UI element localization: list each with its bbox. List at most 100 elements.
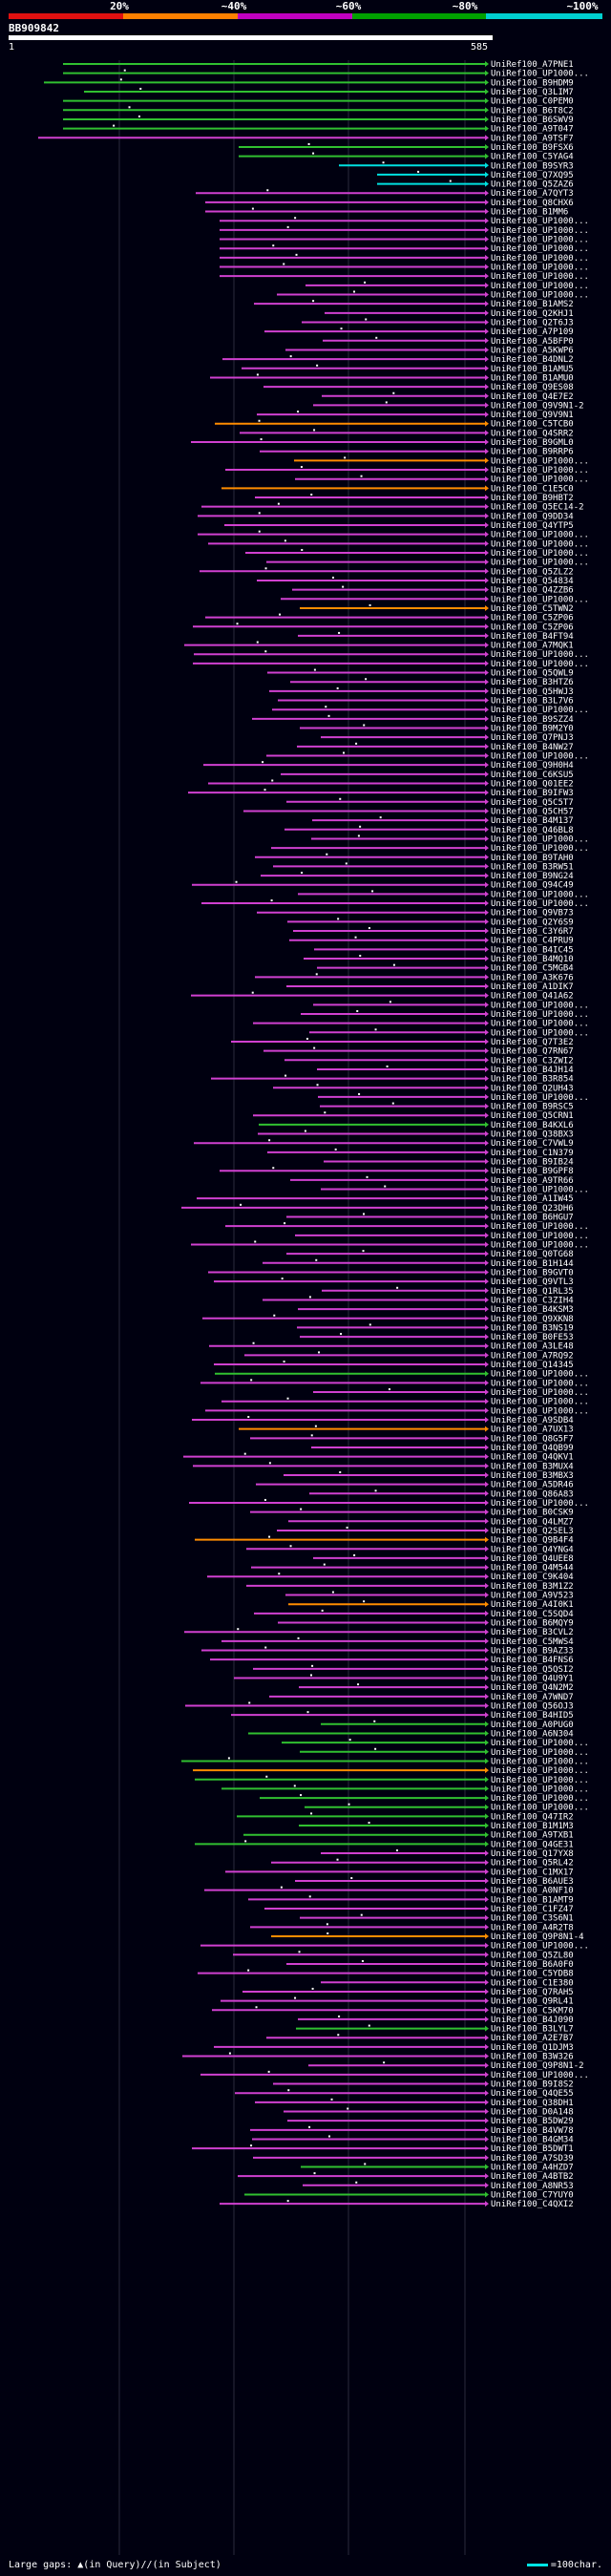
hit-row[interactable]: UniRef100_C5KM70 xyxy=(212,2006,574,2016)
hit-row[interactable]: UniRef100_C3Y6R7 xyxy=(293,927,574,937)
hit-label[interactable]: UniRef100_Q4N2M2 xyxy=(491,1683,574,1693)
hit-label[interactable]: UniRef100_A4HZD7 xyxy=(491,2163,574,2172)
hit-row[interactable]: UniRef100_B4M137 xyxy=(312,816,574,826)
hit-label[interactable]: UniRef100_Q0TG68 xyxy=(491,1250,574,1259)
hit-row[interactable]: UniRef100_Q2KHJ1 xyxy=(325,309,574,319)
hit-row[interactable]: UniRef100_B1AMS2 xyxy=(254,300,574,309)
hit-label[interactable]: UniRef100_Q01EE2 xyxy=(491,779,574,789)
hit-label[interactable]: UniRef100_A7SD39 xyxy=(491,2154,574,2164)
hit-row[interactable]: UniRef100_B3CVL2 xyxy=(184,1628,574,1637)
hit-label[interactable]: UniRef100_UP1000... xyxy=(491,1370,589,1380)
hit-row[interactable]: UniRef100_Q4U9Y1 xyxy=(234,1674,574,1684)
hit-label[interactable]: UniRef100_Q9P8N1-4 xyxy=(491,1932,584,1942)
hit-label[interactable]: UniRef100_A3K676 xyxy=(491,973,574,982)
hit-label[interactable]: UniRef100_A5BFP0 xyxy=(491,337,574,347)
hit-label[interactable]: UniRef100_Q1DJM3 xyxy=(491,2043,574,2053)
hit-row[interactable]: UniRef100_B4GM34 xyxy=(252,2135,574,2145)
hit-label[interactable]: UniRef100_Q14345 xyxy=(491,1361,574,1370)
hit-row[interactable]: UniRef100_Q5C5T7 xyxy=(286,797,574,808)
hit-row[interactable]: UniRef100_C5YAG4 xyxy=(239,152,574,162)
hit-row[interactable]: UniRef100_B9GPF8 xyxy=(220,1167,574,1176)
hit-label[interactable]: UniRef100_B1MM6 xyxy=(491,208,568,218)
hit-label[interactable]: UniRef100_A7WND7 xyxy=(491,1693,574,1702)
hit-label[interactable]: UniRef100_B4FNS6 xyxy=(491,1656,574,1665)
hit-row[interactable]: UniRef100_Q5QSI2 xyxy=(253,1664,574,1675)
hit-row[interactable]: UniRef100_Q56OJ3 xyxy=(185,1701,574,1711)
hit-label[interactable]: UniRef100_C5MWS4 xyxy=(491,1637,574,1647)
hit-label[interactable]: UniRef100_Q3LIM7 xyxy=(491,88,574,97)
hit-label[interactable]: UniRef100_B9GVT0 xyxy=(491,1268,574,1277)
hit-row[interactable]: UniRef100_B3M1Z2 xyxy=(246,1582,574,1592)
hit-label[interactable]: UniRef100_UP1000... xyxy=(491,282,589,291)
hit-label[interactable]: UniRef100_Q9DD34 xyxy=(491,512,574,521)
hit-row[interactable]: UniRef100_Q5CRN1 xyxy=(253,1111,574,1121)
hit-row[interactable]: UniRef100_B6T8C2 xyxy=(63,106,574,116)
hit-row[interactable]: UniRef100_B9IFW3 xyxy=(188,789,574,798)
hit-row[interactable]: UniRef100_Q01EE2 xyxy=(208,779,574,789)
hit-label[interactable]: UniRef100_Q9ES08 xyxy=(491,383,574,392)
hit-row[interactable]: UniRef100_A2E7B7 xyxy=(266,2034,574,2043)
hit-label[interactable]: UniRef100_B9FSX6 xyxy=(491,143,574,153)
hit-row[interactable]: UniRef100_Q7XQ95 xyxy=(377,170,574,180)
hit-label[interactable]: UniRef100_B6SWV9 xyxy=(491,116,574,125)
hit-row[interactable]: UniRef100_A6N304 xyxy=(248,1729,574,1739)
hit-label[interactable]: UniRef100_Q47IR2 xyxy=(491,1812,574,1822)
hit-row[interactable]: UniRef100_B0FE53 xyxy=(300,1333,574,1342)
hit-label[interactable]: UniRef100_B3CVL2 xyxy=(491,1628,574,1637)
hit-row[interactable]: UniRef100_B1AMU5 xyxy=(242,364,574,374)
hit-row[interactable]: UniRef100_B6HGU7 xyxy=(286,1213,574,1223)
hit-row[interactable]: UniRef100_UP1000... xyxy=(221,1397,589,1407)
hit-row[interactable]: UniRef100_UP1000... xyxy=(205,1406,589,1416)
hit-row[interactable]: UniRef100_Q9P8N1-2 xyxy=(308,2061,584,2071)
hit-label[interactable]: UniRef100_Q4YNG4 xyxy=(491,1545,574,1554)
hit-row[interactable]: UniRef100_A5KWP6 xyxy=(285,346,574,355)
hit-label[interactable]: UniRef100_C5YDB8 xyxy=(491,1970,574,1979)
hit-label[interactable]: UniRef100_C4QXI2 xyxy=(491,2200,574,2209)
hit-label[interactable]: UniRef100_UP1000... xyxy=(491,475,589,485)
hit-label[interactable]: UniRef100_UP1000... xyxy=(491,650,589,660)
hit-row[interactable]: UniRef100_A0NF10 xyxy=(204,1886,574,1896)
hit-label[interactable]: UniRef100_Q2KHJ1 xyxy=(491,309,574,319)
hit-row[interactable]: UniRef100_B4FT94 xyxy=(298,631,574,642)
hit-label[interactable]: UniRef100_Q9V9N1 xyxy=(491,411,574,420)
hit-label[interactable]: UniRef100_B6MQY9 xyxy=(491,1619,574,1629)
hit-row[interactable]: UniRef100_B5DW29 xyxy=(287,2117,574,2126)
hit-row[interactable]: UniRef100_B5DWT1 xyxy=(192,2144,574,2154)
hit-row[interactable]: UniRef100_UP1000... xyxy=(266,751,589,762)
hit-row[interactable]: UniRef100_UP1000... xyxy=(220,263,589,273)
hit-row[interactable]: UniRef100_Q4SRR2 xyxy=(240,429,574,438)
hit-row[interactable]: UniRef100_UP1000... xyxy=(309,1028,589,1038)
hit-row[interactable]: UniRef100_A9T047 xyxy=(63,124,574,135)
hit-label[interactable]: UniRef100_Q5QWL9 xyxy=(491,669,574,679)
hit-row[interactable]: UniRef100_B9I8S2 xyxy=(273,2080,574,2090)
hit-label[interactable]: UniRef100_UP1000... xyxy=(491,226,589,236)
hit-label[interactable]: UniRef100_Q5ZLZ2 xyxy=(491,567,574,577)
hit-row[interactable]: UniRef100_B4NW27 xyxy=(297,742,574,752)
hit-row[interactable]: UniRef100_A9V523 xyxy=(285,1591,574,1601)
hit-label[interactable]: UniRef100_Q9P8N1-2 xyxy=(491,2061,584,2071)
hit-label[interactable]: UniRef100_C6KSU5 xyxy=(491,771,574,780)
hit-label[interactable]: UniRef100_UP1000... xyxy=(491,1232,589,1241)
hit-row[interactable]: UniRef100_A9SDB4 xyxy=(192,1416,574,1425)
hit-label[interactable]: UniRef100_B3NS19 xyxy=(491,1323,574,1333)
hit-label[interactable]: UniRef100_C3ZIH4 xyxy=(491,1296,574,1305)
hit-label[interactable]: UniRef100_Q9VB73 xyxy=(491,909,574,918)
hit-row[interactable]: UniRef100_UP1000... xyxy=(220,236,589,245)
hit-row[interactable]: UniRef100_C5ZP06 xyxy=(205,613,574,623)
hit-row[interactable]: UniRef100_Q4E7E2 xyxy=(322,391,574,402)
hit-row[interactable]: UniRef100_Q4YTP5 xyxy=(224,521,574,531)
hit-row[interactable]: UniRef100_Q5QWL9 xyxy=(267,668,574,679)
hit-row[interactable]: UniRef100_C3ZIH4 xyxy=(263,1296,574,1305)
hit-label[interactable]: UniRef100_UP1000... xyxy=(491,752,589,762)
hit-label[interactable]: UniRef100_C7YUY0 xyxy=(491,2190,574,2200)
hit-row[interactable]: UniRef100_B9FSX6 xyxy=(239,142,574,153)
hit-label[interactable]: UniRef100_UP1000... xyxy=(491,244,589,254)
hit-row[interactable]: UniRef100_B6A0F0 xyxy=(286,1959,574,1970)
hit-row[interactable]: UniRef100_Q7RAH5 xyxy=(242,1987,574,1997)
hit-row[interactable]: UniRef100_UP1000... xyxy=(63,69,589,79)
hit-row[interactable]: UniRef100_A4R2T8 xyxy=(250,1923,574,1932)
hit-label[interactable]: UniRef100_UP1000... xyxy=(491,1240,589,1250)
hit-row[interactable]: UniRef100_B9RRP6 xyxy=(260,448,574,457)
hit-label[interactable]: UniRef100_C1E380 xyxy=(491,1978,574,1988)
hit-label[interactable]: UniRef100_UP1000... xyxy=(491,549,589,559)
